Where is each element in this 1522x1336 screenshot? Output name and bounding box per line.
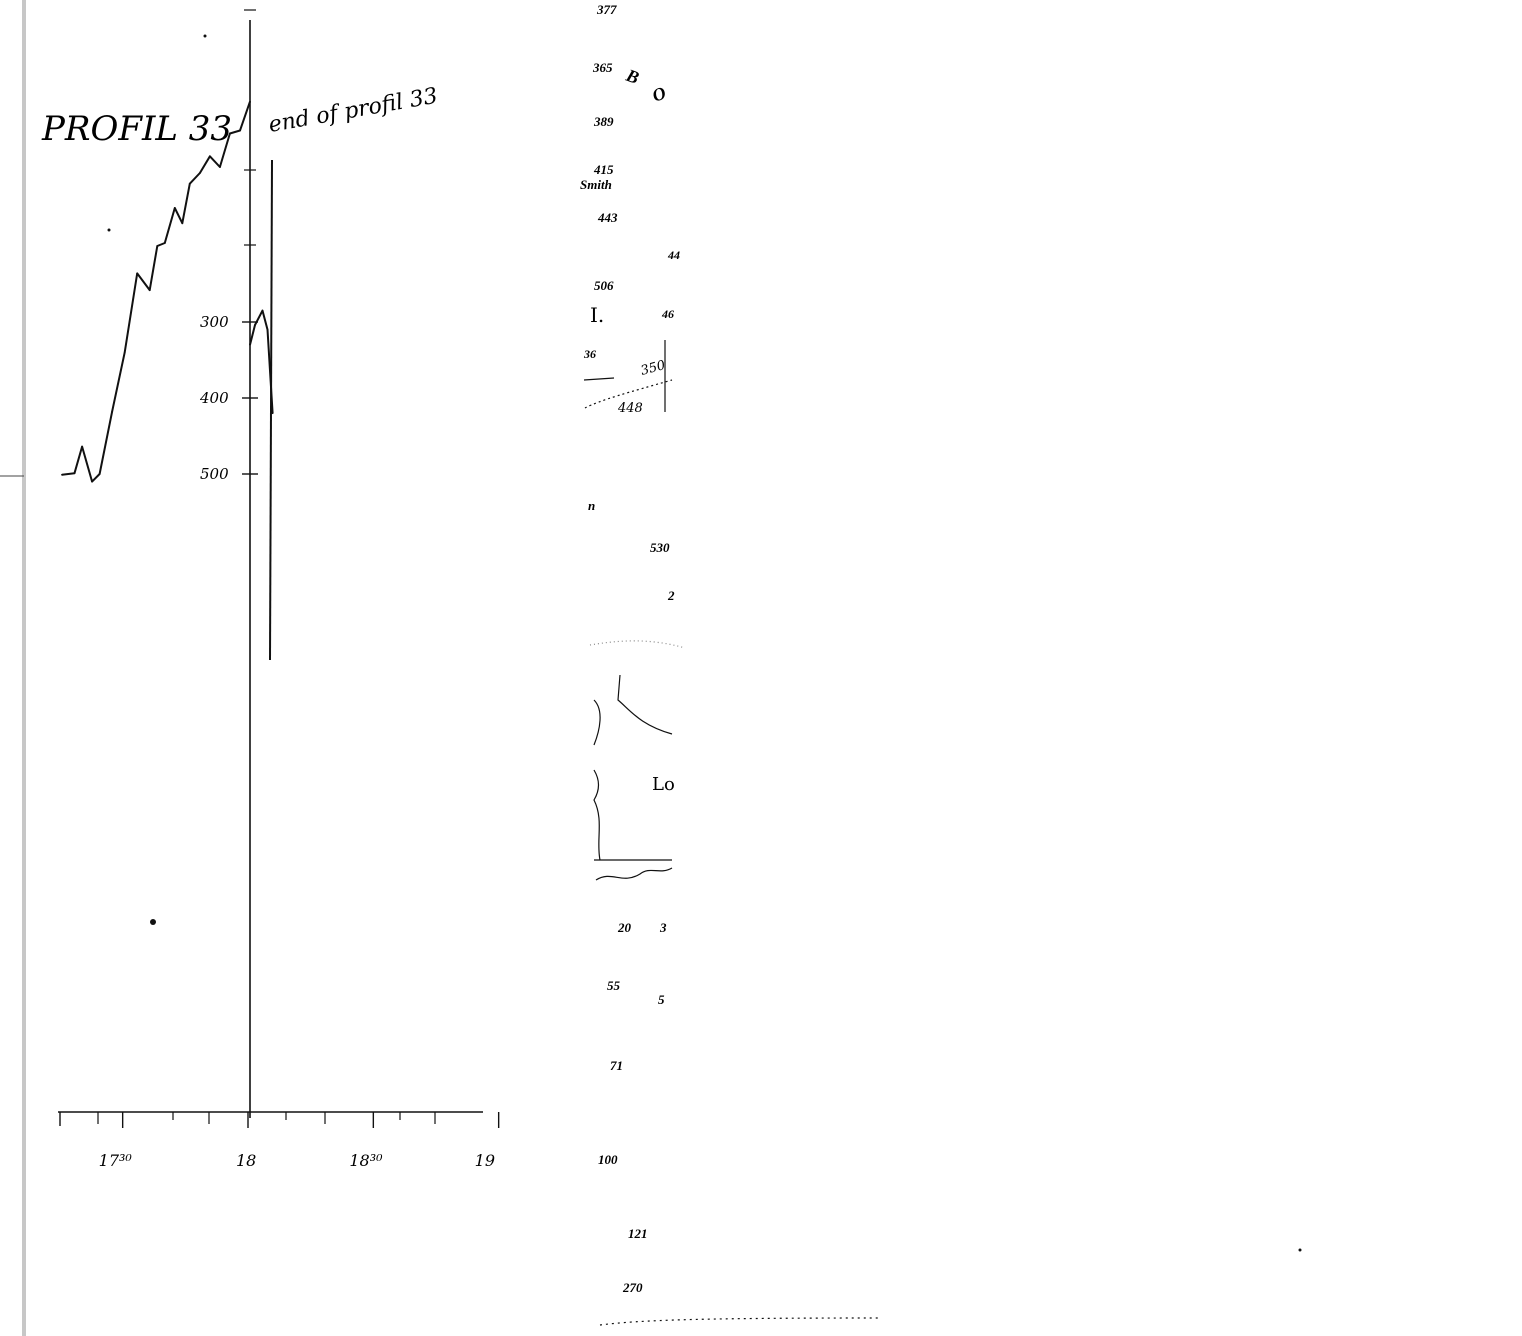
ink-dot xyxy=(150,919,156,925)
profile-point xyxy=(219,166,221,168)
x-minor-ticks xyxy=(97,1112,436,1124)
profile-point xyxy=(148,289,151,291)
margin-label: 377 xyxy=(596,2,617,17)
margin-labels: 377 365 B O 389 415 Smith 443 44 506 I. … xyxy=(580,2,680,1295)
profile-point xyxy=(209,155,211,158)
profile-point xyxy=(254,324,256,326)
margin-label: 121 xyxy=(628,1226,648,1241)
x-tick-label: 19 xyxy=(475,1151,495,1170)
margin-label: 506 xyxy=(594,278,614,293)
series-layer xyxy=(61,100,274,483)
profile-point xyxy=(98,473,101,475)
x-ticks: 17³⁰ 18 18³⁰ 19 xyxy=(59,1112,500,1170)
profile-point xyxy=(271,412,274,415)
profile-point xyxy=(73,472,76,475)
margin-label: 3 xyxy=(659,920,667,935)
margin-label: 100 xyxy=(598,1152,618,1167)
margin-label: 389 xyxy=(593,114,614,129)
profile-point xyxy=(123,351,126,354)
profile-point xyxy=(239,129,241,132)
margin-label: 365 xyxy=(592,60,613,75)
margin-label: 20 xyxy=(617,920,632,935)
y-ticks: 300 400 500 xyxy=(199,9,258,483)
y-tick-label: 300 xyxy=(200,313,229,331)
ink-dot xyxy=(203,34,207,38)
ink-dot xyxy=(107,228,111,232)
margin-label: 270 xyxy=(622,1280,643,1295)
margin-label: Smith xyxy=(580,177,612,192)
margin-label: 44 xyxy=(667,248,680,262)
margin-label: 5 xyxy=(658,992,665,1007)
x-tick-label: 17³⁰ xyxy=(99,1151,133,1170)
end-annotation: end of profil 33 xyxy=(267,84,440,138)
margin-label: B xyxy=(623,65,642,88)
margin-label: I. xyxy=(590,303,604,327)
y-tick-label: 500 xyxy=(200,465,229,483)
margin-label: 448 xyxy=(617,401,643,416)
margin-label: 36 xyxy=(583,347,596,361)
margin-label: n xyxy=(588,498,595,513)
margin-label: O xyxy=(650,83,669,106)
profile-point xyxy=(61,473,63,476)
margin-label: 350 xyxy=(639,358,667,379)
profile-point xyxy=(199,172,201,174)
margin-label: 2 xyxy=(667,588,675,603)
profile-point xyxy=(163,242,166,244)
profile-point xyxy=(136,272,139,275)
margin-label: 71 xyxy=(610,1058,623,1073)
x-tick-label: 18³⁰ xyxy=(349,1151,383,1170)
profile-point xyxy=(156,245,159,247)
margin-label: 443 xyxy=(597,210,618,225)
chart-title: PROFIL 33 xyxy=(41,109,232,149)
profile-point xyxy=(188,182,191,185)
profile-line-1 xyxy=(61,101,251,483)
end-marker-line xyxy=(269,159,273,661)
ink-dot xyxy=(1298,1248,1302,1252)
y-tick-label: 400 xyxy=(199,389,229,407)
margin-label: 530 xyxy=(650,540,670,555)
x-tick-label: 18 xyxy=(236,1151,256,1170)
profile-point xyxy=(249,343,251,346)
profile-point xyxy=(249,100,251,103)
profile-point xyxy=(173,207,176,209)
profile-point xyxy=(266,328,269,331)
profile-point xyxy=(91,480,93,483)
map-fragment-lines xyxy=(583,340,881,1326)
margin-label: 55 xyxy=(607,978,621,993)
profile-point xyxy=(229,132,231,135)
margin-label: 415 xyxy=(593,162,614,177)
profile-point xyxy=(181,222,184,225)
profile-point xyxy=(261,309,264,312)
margin-label: 46 xyxy=(661,307,674,321)
profile-point xyxy=(81,445,83,448)
margin-label: Lo xyxy=(652,774,675,795)
profile-point xyxy=(111,410,113,413)
